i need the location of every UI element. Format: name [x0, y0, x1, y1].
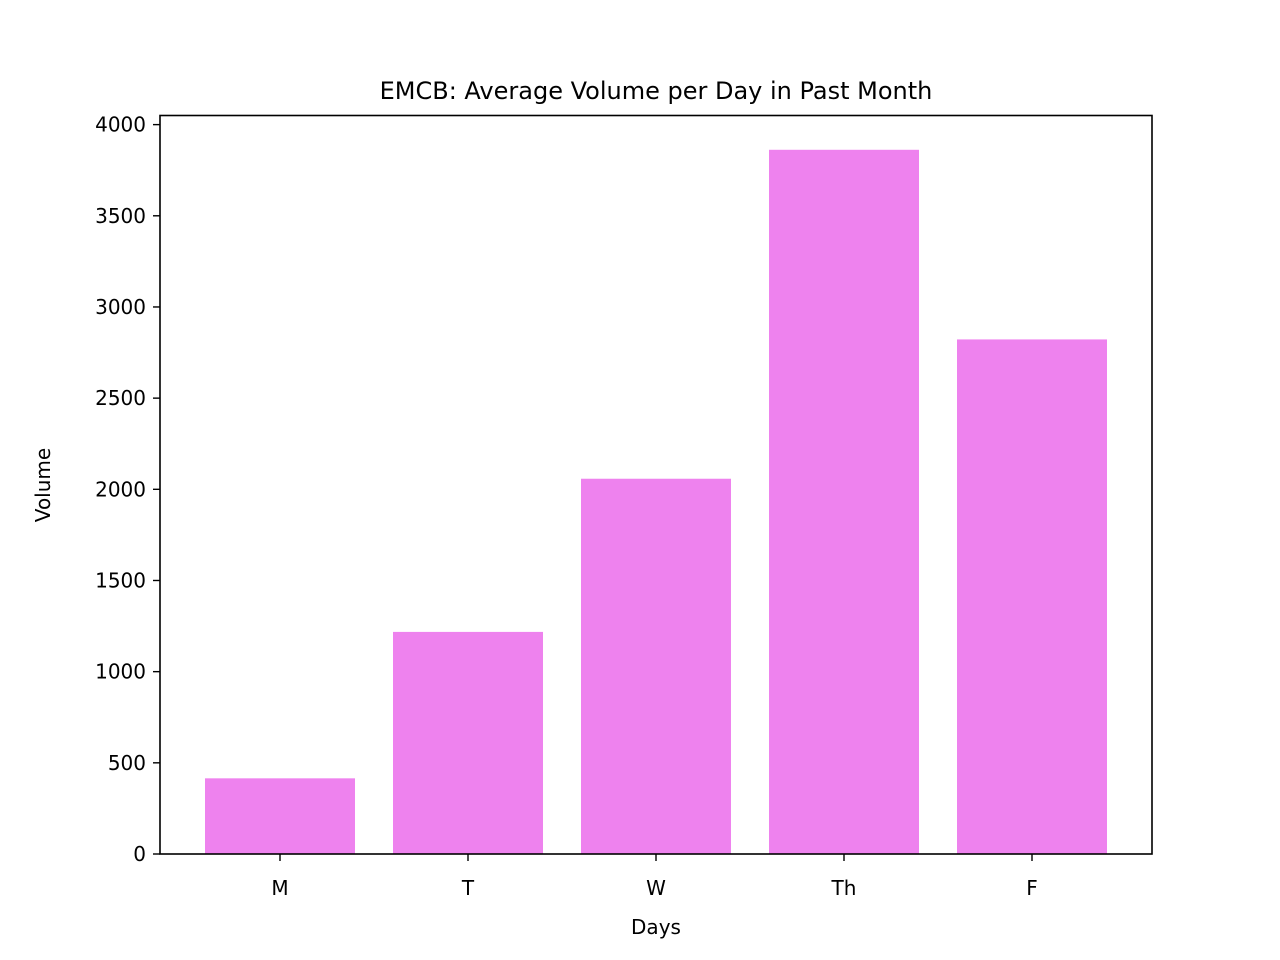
y-tick-label: 1000: [95, 660, 146, 684]
x-axis-ticks: M T W Th F: [271, 854, 1038, 900]
x-tick-label: T: [461, 876, 475, 900]
y-axis-label: Volume: [31, 448, 55, 522]
y-tick-label: 3000: [95, 295, 146, 319]
y-tick-label: 1500: [95, 568, 146, 592]
chart-title: EMCB: Average Volume per Day in Past Mon…: [380, 77, 933, 105]
plot-frame: [159, 114, 1153, 855]
x-tick-label: W: [646, 876, 666, 900]
bar-w: [581, 478, 731, 854]
x-axis-label: Days: [631, 915, 681, 939]
y-tick-label: 2500: [95, 386, 146, 410]
y-tick-label: 500: [108, 751, 146, 775]
bar-f: [957, 339, 1107, 854]
x-tick-label: M: [271, 876, 288, 900]
bar-t: [393, 631, 543, 854]
bars-group: [205, 149, 1107, 854]
y-tick-label: 2000: [95, 477, 146, 501]
y-tick-label: 3500: [95, 204, 146, 228]
y-axis-ticks: 0 500 1000 1500 2000 2500 3000 3500 4000: [95, 113, 160, 866]
x-tick-label: F: [1026, 876, 1038, 900]
x-tick-label: Th: [831, 876, 857, 900]
y-tick-label: 4000: [95, 113, 146, 137]
bar-m: [205, 778, 355, 854]
bar-th: [769, 149, 919, 854]
y-tick-label: 0: [133, 842, 146, 866]
